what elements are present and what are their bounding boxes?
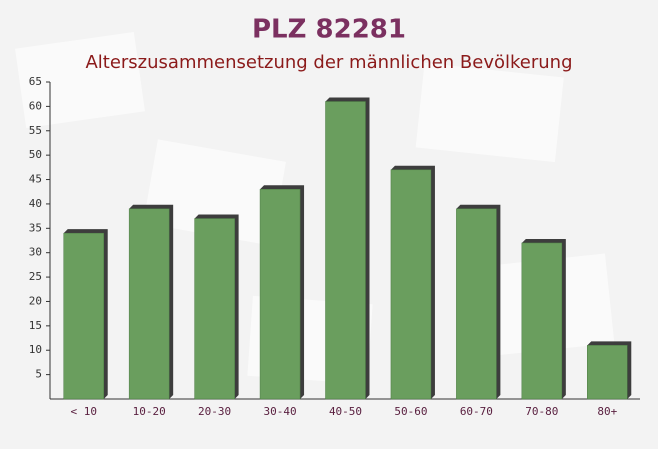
y-tick-label: 10 [29, 343, 42, 356]
y-tick-label: 5 [35, 368, 42, 381]
y-tick-label: 20 [29, 294, 42, 307]
y-tick-label: 50 [29, 148, 42, 161]
bar [325, 101, 366, 400]
y-tick-label: 35 [29, 221, 42, 234]
y-tick-label: 25 [29, 270, 42, 283]
bar [259, 189, 301, 400]
x-tick-label: 60-70 [460, 405, 493, 418]
y-tick-label: 30 [29, 246, 42, 259]
y-tick-label: 55 [29, 124, 42, 137]
y-tick-label: 40 [29, 197, 42, 210]
y-tick-label: 65 [29, 75, 42, 88]
x-tick-label: 20-30 [198, 405, 231, 418]
bar [128, 208, 170, 400]
y-tick-label: 45 [29, 173, 42, 186]
bar [390, 169, 432, 400]
x-tick-label: 80+ [597, 405, 617, 418]
y-tick-label: 15 [29, 319, 42, 332]
bar [587, 345, 628, 400]
bar [194, 218, 235, 400]
bar [456, 208, 497, 400]
chart-subtitle: Alterszusammensetzung der männlichen Bev… [85, 52, 572, 73]
y-tick-label: 60 [29, 99, 42, 112]
bar [521, 242, 563, 400]
x-tick-label: 40-50 [329, 405, 362, 418]
chart-title: PLZ 82281 [252, 15, 406, 45]
x-tick-label: < 10 [70, 405, 97, 418]
bar [63, 232, 104, 400]
x-tick-label: 70-80 [525, 405, 558, 418]
x-tick-label: 50-60 [394, 405, 427, 418]
x-tick-label: 30-40 [263, 405, 296, 418]
x-tick-label: 10-20 [133, 405, 166, 418]
